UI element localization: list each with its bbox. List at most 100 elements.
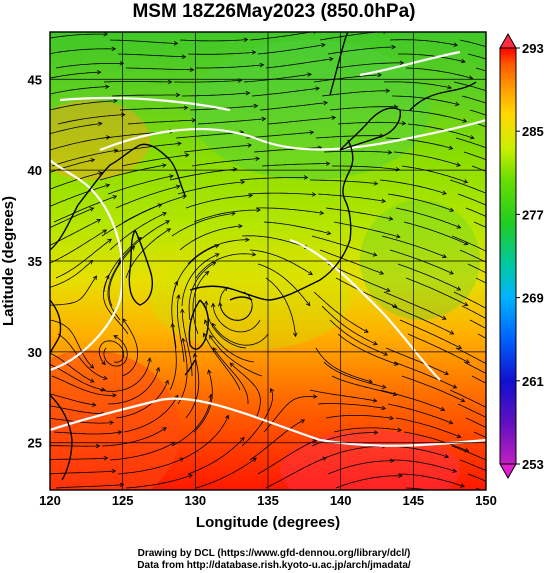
streamline [211, 323, 269, 346]
streamline [455, 347, 486, 365]
streamline [50, 100, 117, 111]
streamline-arrowhead [537, 145, 541, 149]
streamline-arrowhead [113, 148, 119, 153]
x-tick-label: 120 [39, 493, 61, 508]
streamline [53, 195, 117, 223]
streamline-arrowhead [170, 441, 176, 446]
streamline-arrowhead [96, 69, 102, 75]
streamline [174, 79, 242, 83]
streamline [335, 475, 402, 489]
streamline [179, 225, 243, 251]
streamline [465, 417, 486, 428]
streamline [467, 473, 486, 482]
y-axis-ticks: 25 30 35 40 45 [28, 72, 42, 450]
streamline-arrowhead [166, 228, 172, 233]
streamline [127, 119, 196, 125]
map-title: MSM 18Z26May2023 (850.0hPa) [132, 1, 416, 22]
streamline-arrowhead [111, 46, 117, 52]
streamline-arrowhead [449, 207, 455, 212]
streamline [327, 46, 396, 55]
y-tick-label: 40 [28, 163, 42, 178]
streamline [459, 249, 486, 263]
streamline [102, 275, 129, 335]
streamline [245, 131, 314, 139]
streamline-arrowhead [103, 375, 108, 380]
streamline-arrowhead [89, 378, 95, 383]
streamline [461, 95, 486, 104]
streamline [459, 459, 486, 472]
streamline-arrowhead [528, 404, 532, 408]
colorbar-min-triangle [499, 463, 517, 480]
streamline-arrowhead [452, 384, 458, 389]
streamline-arrowhead [391, 44, 397, 50]
streamline [457, 403, 486, 418]
streamline [405, 67, 473, 79]
streamline-arrowhead [447, 85, 453, 90]
streamline-arrowhead [181, 337, 186, 343]
streamline-arrowhead [162, 427, 167, 432]
streamline [117, 220, 170, 265]
streamline [249, 419, 305, 461]
streamline-arrowhead [449, 330, 455, 335]
streamline [108, 246, 135, 307]
streamline-arrowhead [526, 349, 530, 352]
streamline-arrowhead [240, 179, 246, 185]
streamline [50, 71, 101, 79]
lat-lon-grid [50, 32, 486, 490]
streamline-arrowhead [385, 287, 391, 292]
streamline [196, 64, 264, 69]
streamline [50, 48, 116, 55]
streamline-arrowhead [385, 88, 391, 93]
streamline [101, 427, 167, 447]
streamline [381, 235, 447, 258]
streamline [449, 389, 486, 408]
streamline [209, 335, 263, 377]
streamline [317, 193, 386, 202]
streamline-arrowhead [372, 341, 378, 346]
streamline [103, 81, 172, 83]
streamline [247, 192, 316, 195]
streamline-arrowhead [247, 143, 253, 148]
streamline [171, 281, 178, 349]
streamline-arrowhead [395, 167, 401, 172]
streamline [55, 238, 112, 279]
streamline-arrowhead [119, 482, 125, 488]
streamline [265, 277, 296, 337]
streamline-arrowhead [155, 366, 161, 372]
streamline [387, 193, 454, 212]
streamline-arrowhead [103, 455, 109, 461]
streamline-arrowhead [103, 32, 109, 37]
colorbar-ticks: 293 285 277 269 261 253 [516, 41, 544, 472]
credit-data-source: Data from http://database.rish.kyoto-u.a… [137, 560, 411, 571]
streamline-arrowhead [383, 32, 387, 34]
streamline [265, 58, 333, 69]
isotherm-contours [50, 50, 486, 447]
streamline-arrowhead [91, 402, 97, 407]
streamline-arrowhead [89, 207, 95, 212]
streamline-arrowhead [300, 419, 306, 424]
streamline-arrowhead [448, 145, 454, 150]
plot-frame [49, 31, 487, 491]
streamline-arrowhead [175, 184, 181, 190]
x-tick-label: 130 [184, 493, 206, 508]
streamline [107, 258, 123, 321]
streamline-arrowhead [312, 439, 318, 444]
streamline [50, 184, 110, 207]
streamline [473, 431, 486, 439]
streamline [451, 445, 486, 461]
streamline-arrowhead [523, 174, 527, 178]
streamline-arrowhead [204, 319, 209, 325]
streamline-arrowhead [243, 37, 249, 43]
y-tick-label: 45 [28, 72, 42, 87]
streamline [50, 123, 102, 135]
streamline-arrowhead [456, 162, 461, 167]
streamline [399, 109, 467, 122]
streamline [331, 375, 397, 396]
streamline-arrowhead [390, 458, 395, 464]
streamline-arrowhead [157, 203, 163, 208]
streamline [181, 309, 193, 376]
streamline-arrowhead [192, 353, 198, 358]
streamline-arrowhead [325, 161, 331, 166]
x-tick-label: 150 [475, 493, 497, 508]
streamline-arrowhead [463, 179, 469, 184]
